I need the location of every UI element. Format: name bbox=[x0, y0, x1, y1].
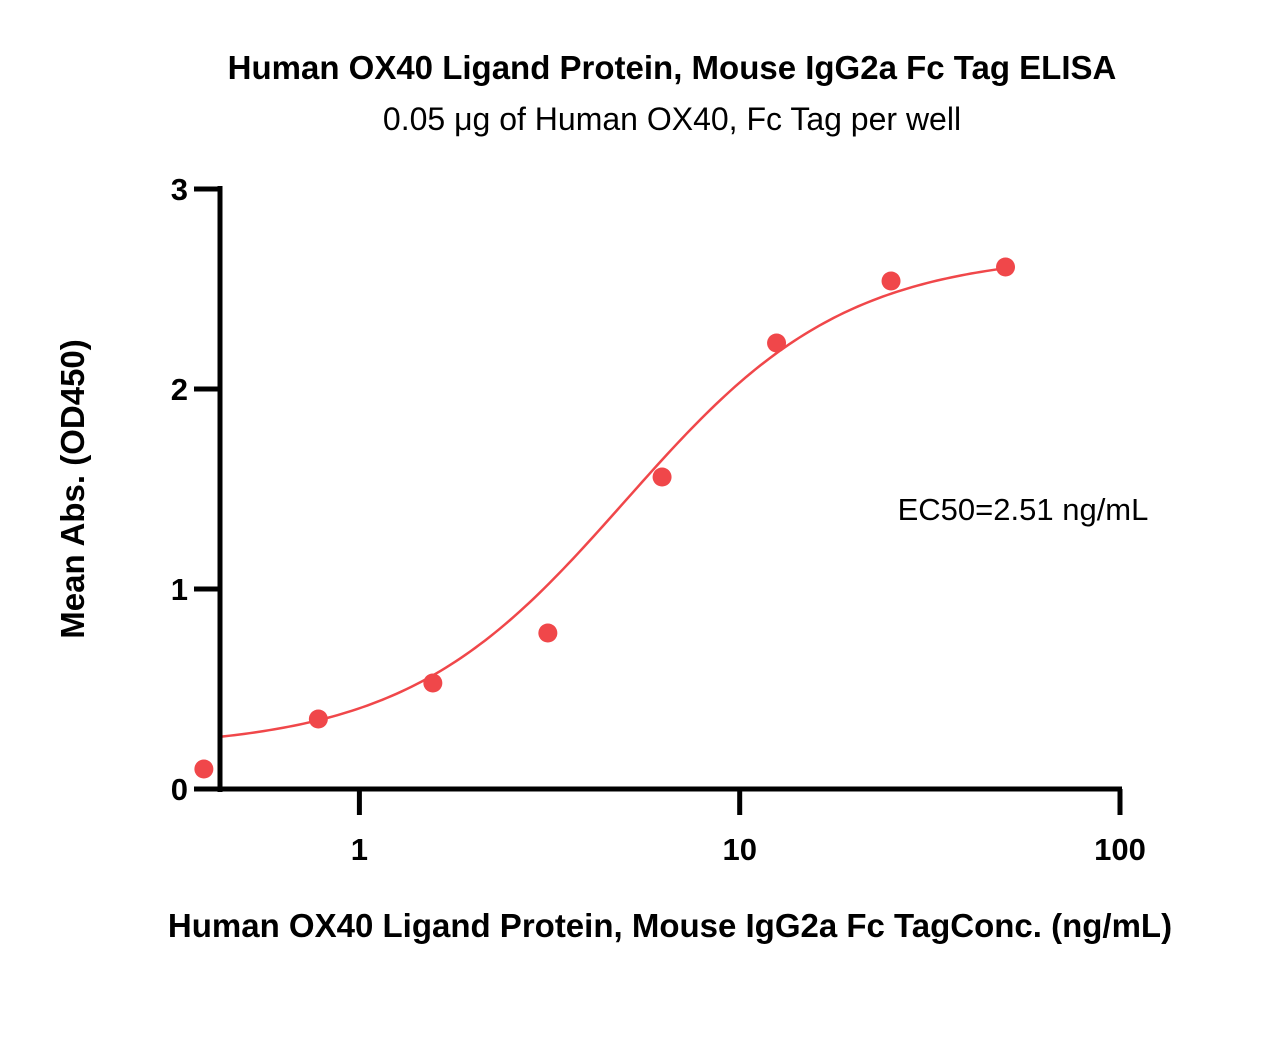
y-ticks-group: 0 1 2 3 bbox=[171, 172, 220, 807]
data-point bbox=[538, 623, 558, 643]
x-tick-label: 1 bbox=[351, 832, 368, 867]
y-tick-label: 1 bbox=[171, 572, 188, 607]
x-ticks-group: 1 10 100 bbox=[351, 789, 1146, 867]
data-point bbox=[308, 709, 328, 729]
data-point bbox=[767, 333, 787, 353]
x-tick-label: 10 bbox=[722, 832, 756, 867]
fit-curve bbox=[219, 266, 1006, 739]
data-point bbox=[194, 759, 214, 779]
data-points-group bbox=[194, 257, 1016, 779]
x-axis-label: Human OX40 Ligand Protein, Mouse IgG2a F… bbox=[168, 907, 1172, 944]
data-point bbox=[881, 271, 901, 291]
data-point bbox=[652, 467, 672, 487]
chart-title: Human OX40 Ligand Protein, Mouse IgG2a F… bbox=[228, 49, 1117, 86]
y-axis-label: Mean Abs. (OD450) bbox=[54, 339, 91, 639]
x-tick-label: 100 bbox=[1094, 832, 1146, 867]
y-tick-label: 0 bbox=[171, 772, 188, 807]
y-tick-label: 3 bbox=[171, 172, 188, 207]
ec50-annotation: EC50=2.51 ng/mL bbox=[898, 492, 1149, 527]
chart-subtitle: 0.05 μg of Human OX40, Fc Tag per well bbox=[383, 101, 961, 137]
data-point bbox=[996, 257, 1016, 277]
y-tick-label: 2 bbox=[171, 372, 188, 407]
data-point bbox=[423, 673, 443, 693]
fit-curve-group bbox=[219, 266, 1006, 739]
